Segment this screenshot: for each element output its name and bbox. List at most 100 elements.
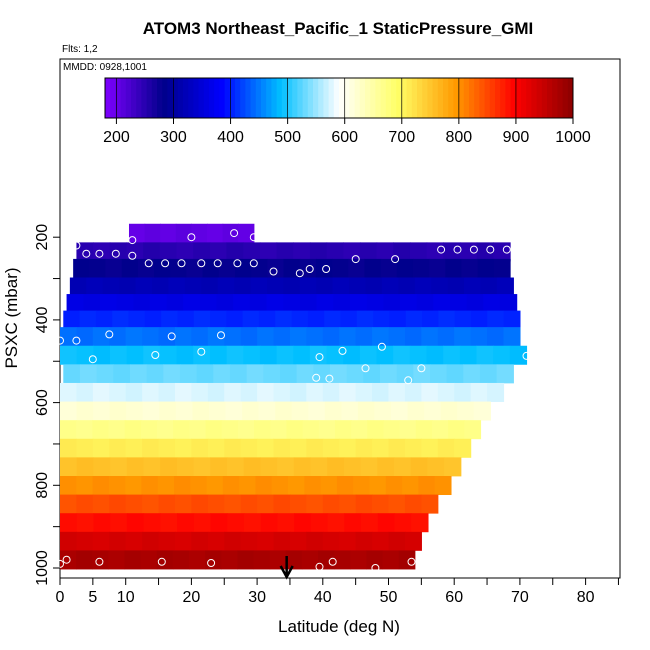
heatmap-cell xyxy=(316,294,334,314)
heatmap-cell xyxy=(283,277,301,297)
heatmap-cell xyxy=(79,310,97,330)
heatmap-cell xyxy=(372,382,390,402)
heatmap-cell xyxy=(242,310,260,330)
colorbar-cell xyxy=(385,78,392,118)
colorbar-cell xyxy=(219,78,226,118)
heatmap-cell xyxy=(60,345,78,365)
heatmap-cell xyxy=(407,401,425,421)
heatmap-cell xyxy=(356,310,374,330)
heatmap-cell xyxy=(273,531,291,551)
heatmap-cell xyxy=(404,327,422,347)
heatmap-cell xyxy=(409,242,428,262)
y-axis-label: PSXC (mbar) xyxy=(2,267,21,368)
heatmap-cell xyxy=(63,310,81,330)
heatmap-cell xyxy=(109,494,127,514)
heatmap-cell xyxy=(60,476,77,496)
heatmap-cell xyxy=(109,531,127,551)
heatmap-cell xyxy=(172,550,190,570)
heatmap-cell xyxy=(363,364,381,384)
colorbar-cell xyxy=(479,78,486,118)
heatmap-cell xyxy=(159,242,178,262)
heatmap-cell xyxy=(348,258,366,278)
heatmap-cell xyxy=(329,364,348,384)
heatmap-cell xyxy=(334,550,351,570)
data-point xyxy=(522,351,531,360)
heatmap-cell xyxy=(334,420,352,440)
heatmap-cell xyxy=(229,364,248,384)
heatmap-cell xyxy=(92,476,110,496)
data-point xyxy=(62,555,71,564)
heatmap-cell xyxy=(443,242,461,262)
colorbar-cell xyxy=(531,78,538,118)
heatmap-cell xyxy=(355,438,373,458)
x-tick-label: 50 xyxy=(380,589,398,606)
heatmap-cell xyxy=(322,531,340,551)
heatmap-cell xyxy=(259,242,278,262)
data-point xyxy=(351,255,360,264)
heatmap-cell xyxy=(207,494,225,514)
heatmap-cell xyxy=(128,310,146,330)
heatmap-cell xyxy=(339,438,357,458)
heatmap-cell xyxy=(209,345,228,365)
heatmap-cell xyxy=(433,294,451,314)
heatmap-cell xyxy=(496,364,514,384)
colorbar-cell xyxy=(141,78,148,118)
heatmap-cell xyxy=(109,327,127,347)
heatmap-cell xyxy=(176,345,194,365)
data-point xyxy=(322,265,331,273)
heatmap-cell xyxy=(119,277,137,297)
heatmap-cell xyxy=(124,550,142,570)
heatmap-cell xyxy=(393,345,411,365)
heatmap-cell xyxy=(76,531,94,551)
heatmap-cell xyxy=(135,277,153,297)
colorbar-cell xyxy=(500,78,506,118)
x-tick-label: 5 xyxy=(88,589,97,606)
heatmap-cell xyxy=(125,476,143,496)
data-point xyxy=(453,245,462,254)
heatmap-cell xyxy=(166,294,184,314)
colorbar-cell xyxy=(396,78,402,118)
heatmap-cell xyxy=(344,513,362,533)
heatmap-cell xyxy=(299,277,317,297)
heatmap-cell xyxy=(110,457,128,477)
heatmap-cell xyxy=(76,420,93,440)
y-axis: 200 400 600 800 1000 xyxy=(34,224,60,586)
heatmap-cell xyxy=(191,327,209,347)
chart-title: ATOM3 Northeast_Pacific_1 StaticPressure… xyxy=(143,19,534,38)
heatmap-cell xyxy=(394,513,412,533)
heatmap-cell xyxy=(366,294,384,314)
colorbar-cell xyxy=(287,78,293,118)
x-tick-label: 10 xyxy=(117,589,135,606)
heatmap-cell xyxy=(158,531,176,551)
heatmap-cell xyxy=(163,364,181,384)
colorbar-cell xyxy=(495,78,501,118)
heatmap-cell xyxy=(427,457,445,477)
heatmap-cell xyxy=(421,494,439,514)
heatmap-cell xyxy=(349,277,367,297)
heatmap-cell xyxy=(359,242,378,262)
heatmap-cell xyxy=(176,242,194,262)
heatmap-cell xyxy=(190,476,208,496)
heatmap-cell xyxy=(76,438,94,458)
heatmap-cell xyxy=(259,345,278,365)
heatmap-cell xyxy=(202,258,220,278)
heatmap-cell xyxy=(388,494,406,514)
heatmap-cell xyxy=(440,401,458,421)
heatmap-cell xyxy=(283,258,301,278)
heatmap-cell xyxy=(193,457,211,477)
heatmap-cell xyxy=(293,457,312,477)
heatmap-cell xyxy=(388,438,406,458)
colorbar-cell xyxy=(411,78,418,118)
colorbar-cell xyxy=(261,78,267,118)
heatmap-cell xyxy=(341,401,359,421)
colorbar-cell xyxy=(157,78,163,118)
heatmap-cell xyxy=(260,513,278,533)
heatmap-cell xyxy=(157,476,175,496)
heatmap-cell xyxy=(224,382,242,402)
heatmap-cell xyxy=(470,382,488,402)
colorbar-cell xyxy=(271,78,278,118)
colorbar-cell xyxy=(333,78,340,118)
heatmap-cell xyxy=(224,494,242,514)
heatmap-cell xyxy=(418,476,436,496)
colorbar-cell xyxy=(193,78,200,118)
